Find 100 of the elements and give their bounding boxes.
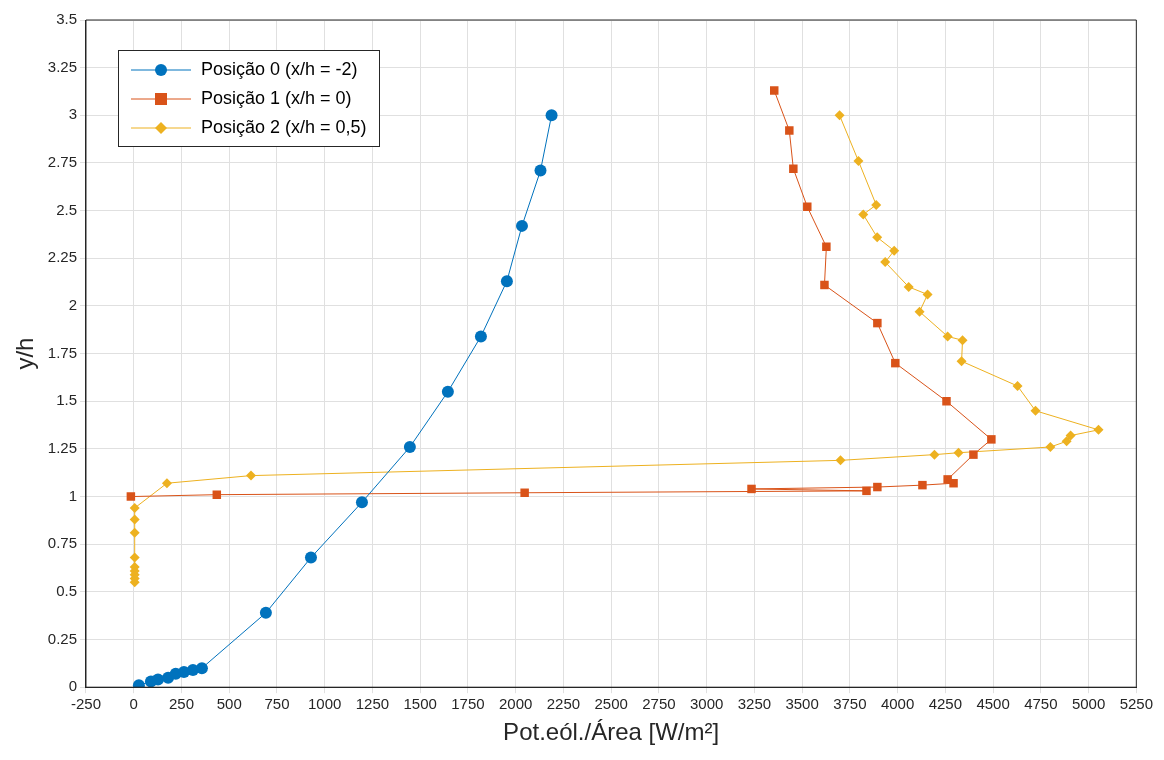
point [903, 281, 914, 292]
x-tick-label: 1500 [403, 695, 437, 713]
y-tick-label: 2 [68, 296, 77, 314]
x-tick-label: 2500 [594, 695, 628, 713]
y-tick-label: 0 [68, 677, 77, 695]
legend-label: Posição 2 (x/h = 0,5) [201, 117, 367, 138]
point [304, 551, 317, 564]
x-tick-label: 750 [264, 695, 290, 713]
point [873, 482, 882, 492]
point [1030, 405, 1041, 416]
y-tick-label: 2.75 [47, 153, 77, 171]
point [853, 156, 864, 167]
y-tick-label: 1 [68, 486, 77, 504]
point [834, 110, 845, 121]
point [943, 475, 952, 484]
point [1093, 424, 1104, 435]
x-tick-label: 4250 [928, 695, 963, 713]
point [942, 397, 951, 406]
x-tick-label: 3250 [737, 695, 772, 713]
point [789, 164, 798, 173]
point [987, 435, 996, 444]
x-tick-label: 2000 [498, 695, 533, 713]
legend-label: Posição 0 (x/h = -2) [201, 59, 358, 80]
point [1012, 381, 1023, 392]
point [918, 480, 927, 490]
x-tick-label: 4000 [880, 695, 915, 713]
y-tick-label: 3 [68, 105, 77, 123]
point [161, 478, 172, 489]
point [245, 470, 256, 481]
point [858, 209, 869, 220]
x-tick-label: 1000 [308, 695, 342, 713]
y-tick-label: 2.25 [47, 248, 77, 266]
point [355, 496, 368, 509]
x-tick-label: 3750 [833, 695, 867, 713]
point [889, 245, 900, 256]
point [1045, 442, 1056, 453]
point [500, 275, 513, 288]
y-axis-title: y/h [11, 337, 39, 370]
point [956, 356, 967, 367]
point [259, 606, 272, 619]
point [129, 552, 140, 563]
point [872, 232, 883, 243]
x-tick-label: 3000 [689, 695, 724, 713]
point [957, 335, 968, 346]
x-tick-label: 500 [216, 695, 242, 713]
x-tick-label: 4500 [976, 695, 1010, 713]
point [785, 126, 794, 135]
point [441, 385, 454, 398]
x-tick-label: 4750 [1024, 695, 1058, 713]
x-tick-label: 2750 [642, 695, 676, 713]
point [1061, 436, 1072, 447]
y-tick-label: 0.75 [47, 534, 77, 552]
point [520, 488, 529, 497]
point [880, 257, 891, 268]
point [129, 514, 140, 525]
point [195, 662, 208, 675]
x-tick-label: 250 [168, 695, 194, 713]
x-axis-title: Pot.eól./Área [W/m²] [503, 718, 720, 746]
point [534, 164, 547, 177]
point [929, 449, 940, 460]
point [129, 527, 140, 538]
y-tick-label: 1.75 [47, 343, 77, 361]
point [126, 492, 136, 501]
y-tick-label: 1.5 [56, 391, 77, 409]
x-tick-label: 5250 [1119, 695, 1153, 713]
point [1065, 430, 1076, 441]
point [871, 199, 882, 210]
y-tick-label: 0.5 [56, 582, 77, 600]
point [922, 289, 933, 300]
x-tick-label: -250 [70, 695, 102, 713]
point [747, 484, 756, 494]
point [891, 358, 900, 368]
y-tick-label: 1.25 [47, 439, 77, 457]
point [545, 109, 558, 122]
y-tick-label: 0.25 [47, 629, 77, 647]
x-tick-label: 3500 [785, 695, 819, 713]
point [914, 306, 925, 317]
x-tick-label: 2250 [546, 695, 581, 713]
legend-label: Posição 1 (x/h = 0) [201, 88, 352, 109]
point [212, 490, 222, 499]
y-tick-label: 3.25 [47, 57, 77, 75]
point [835, 455, 846, 466]
point [803, 202, 812, 212]
point [474, 330, 487, 343]
point [873, 318, 882, 328]
x-tick-label: 1750 [451, 695, 485, 713]
point [820, 280, 829, 290]
point [515, 219, 528, 232]
point [862, 486, 871, 496]
x-tick-label: 0 [129, 695, 138, 713]
point [770, 86, 779, 95]
point [403, 441, 416, 454]
y-tick-label: 3.5 [56, 10, 77, 28]
x-tick-label: 5000 [1071, 695, 1106, 713]
x-tick-label: 1250 [355, 695, 390, 713]
point [942, 331, 953, 342]
point [129, 503, 140, 514]
y-tick-label: 2.5 [56, 200, 77, 218]
point [969, 450, 978, 459]
point [822, 242, 831, 252]
